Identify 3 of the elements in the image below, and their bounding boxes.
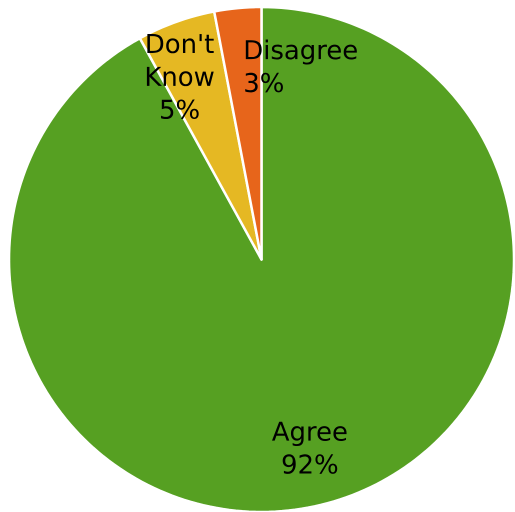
slice-label: Agree: [272, 422, 347, 446]
data-label: 92%: [282, 454, 338, 474]
data-label: 5%: [161, 99, 199, 120]
